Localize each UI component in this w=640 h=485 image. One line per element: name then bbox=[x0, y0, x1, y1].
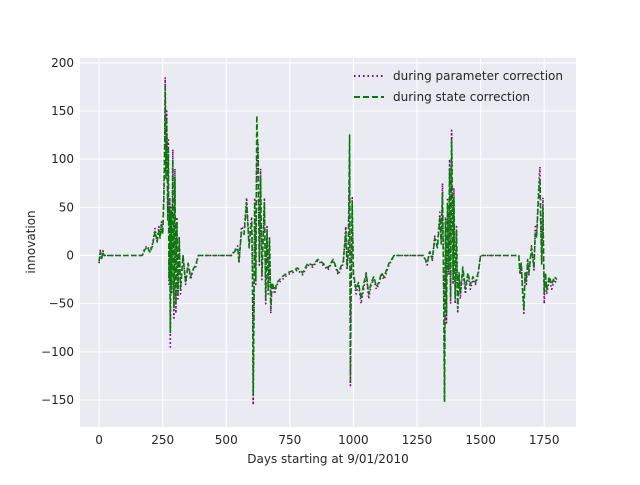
y-axis-label: innovation bbox=[24, 210, 38, 273]
tick-labels: 0 250 500 750 1000 1250 1500 1750 −150 −100 −50 0 50… bbox=[41, 56, 559, 447]
legend-label-state-correction: during state correction bbox=[393, 90, 530, 104]
x-tick-label: 1000 bbox=[338, 433, 369, 447]
x-tick-label: 1750 bbox=[529, 433, 560, 447]
y-tick-label: 50 bbox=[59, 200, 74, 214]
series-lines bbox=[98, 76, 558, 406]
x-tick-label: 1500 bbox=[465, 433, 496, 447]
y-tick-label: 100 bbox=[51, 152, 74, 166]
x-tick-label: 1250 bbox=[402, 433, 433, 447]
x-tick-label: 750 bbox=[278, 433, 301, 447]
y-tick-label: 0 bbox=[66, 249, 74, 263]
plot-area bbox=[80, 58, 576, 427]
y-tick-label: 150 bbox=[51, 104, 74, 118]
x-tick-label: 250 bbox=[151, 433, 174, 447]
x-tick-label: 0 bbox=[95, 433, 103, 447]
legend-label-parameter-correction: during parameter correction bbox=[393, 69, 563, 83]
x-tick-label: 500 bbox=[215, 433, 238, 447]
y-tick-label: 200 bbox=[51, 56, 74, 70]
legend: during parameter correction during state… bbox=[354, 69, 563, 104]
state-correction-line bbox=[98, 86, 558, 403]
y-tick-label: −50 bbox=[49, 297, 74, 311]
y-tick-label: −100 bbox=[41, 345, 74, 359]
y-tick-label: −150 bbox=[41, 393, 74, 407]
x-axis-label: Days starting at 9/01/2010 bbox=[247, 452, 408, 466]
